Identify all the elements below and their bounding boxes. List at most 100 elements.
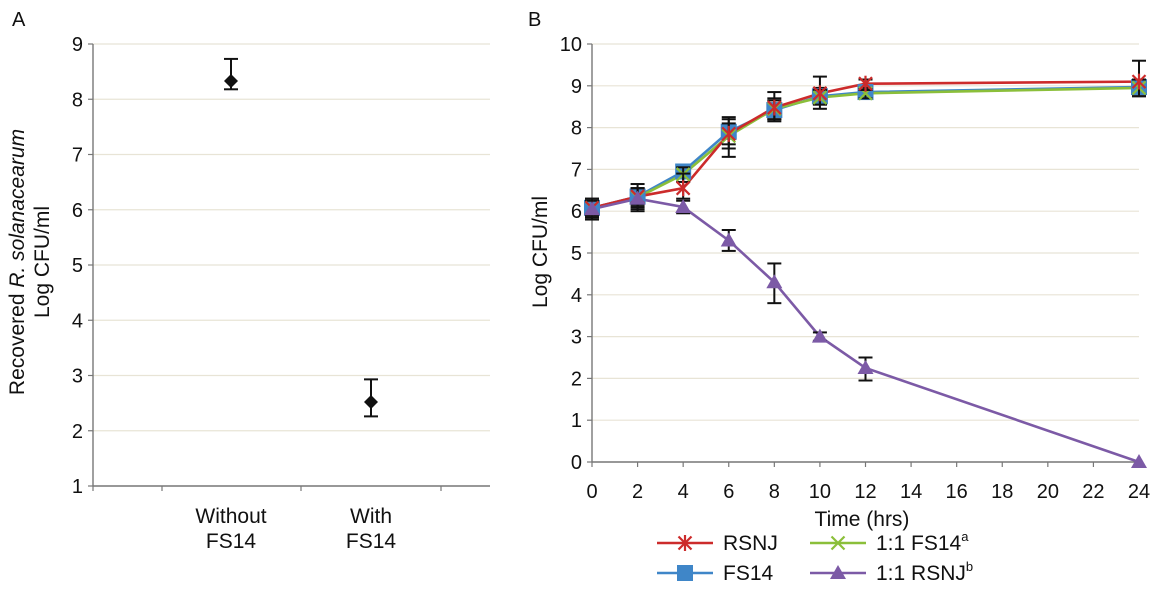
panel-a-y-tick-label: 5 <box>72 255 83 277</box>
legend-label-text: 1:1 FS14 <box>876 532 962 555</box>
triangle-marker <box>857 359 874 374</box>
panel-b-y-tick-label: 5 <box>571 243 582 265</box>
triangle-marker <box>766 274 783 289</box>
legend-label: 1:1 RSNJb <box>876 559 973 585</box>
panel-b-x-tick-label: 4 <box>678 481 689 503</box>
panel-b-y-tick-label: 9 <box>571 76 582 98</box>
series-points-1-1-rsnj <box>584 187 1147 468</box>
legend-square-marker <box>677 565 693 581</box>
panel-a-y-label-line1: Recovered R. solanacearum <box>6 129 29 395</box>
triangle-marker <box>1131 454 1147 468</box>
triangle-marker <box>720 232 737 247</box>
series-points-fs14 <box>584 78 1147 217</box>
panel-b-x-tick-labels: 0 2 4 6 8 10 12 14 16 18 20 22 24 <box>586 481 1150 503</box>
triangle-marker <box>811 328 828 343</box>
legend-label-text: FS14 <box>723 562 774 585</box>
star-marker <box>812 85 828 102</box>
panel-b-y-tick-label: 2 <box>571 368 582 390</box>
panel-a-axes <box>88 43 490 491</box>
panel-b-x-axis-label: Time (hrs) <box>815 508 910 531</box>
panel-b-legend: RSNJ 1:1 FS14a FS14 1:1 RSNJb <box>657 529 973 585</box>
panel-b-x-tick-label: 18 <box>991 481 1013 503</box>
panel-b-y-tick-label: 7 <box>571 159 582 181</box>
panel-a-y-label-species: R. solanacearum <box>6 129 29 288</box>
panel-b-label: B <box>528 9 541 31</box>
series-1-1-rsnj <box>591 197 1140 464</box>
legend-label-superscript: b <box>966 559 973 574</box>
panel-a-category-label: FS14 <box>346 530 397 553</box>
panel-b-y-axis-label: Log CFU/ml <box>529 196 552 308</box>
panel-a-category-label: With <box>350 505 392 528</box>
legend-label: FS14 <box>723 562 774 585</box>
panel-a-y-tick-label: 8 <box>72 89 83 111</box>
series-rsnj <box>591 80 1140 210</box>
legend-label-text: 1:1 RSNJ <box>876 562 966 585</box>
legend-triangle-marker <box>830 565 846 579</box>
panel-b-y-tick-label: 1 <box>571 410 582 432</box>
panel-a-y-tick-label: 9 <box>72 34 83 56</box>
legend-star-marker <box>677 535 693 551</box>
panel-b-y-tick-label: 6 <box>571 201 582 223</box>
legend-label: RSNJ <box>723 532 778 555</box>
panel-b-x-tick-label: 2 <box>632 481 643 503</box>
panel-a-diamond-marker <box>224 74 238 89</box>
panel-b-axes <box>587 43 1140 467</box>
panel-b-x-tick-label: 8 <box>769 481 780 503</box>
legend-x-marker-stroke <box>830 535 846 551</box>
panel-a-y-tick-label: 6 <box>72 200 83 222</box>
panel-b-y-tick-label: 4 <box>571 285 582 307</box>
panel-b-x-tick-label: 22 <box>1082 481 1104 503</box>
panel-b-x-tick-label: 16 <box>946 481 968 503</box>
panel-a-y-label-prefix: Recovered <box>6 288 29 395</box>
legend-item: RSNJ <box>657 532 778 555</box>
series-points-rsnj <box>584 59 1147 219</box>
panel-b-y-tick-label: 8 <box>571 118 582 140</box>
panel-b-y-tick-label: 3 <box>571 327 582 349</box>
triangle-marker <box>629 190 646 205</box>
panel-a-y-tick-label: 3 <box>72 366 83 388</box>
panel-a-gridlines <box>93 43 490 432</box>
triangle-marker <box>584 201 600 216</box>
panel-a-diamond-marker <box>364 395 378 410</box>
panel-b-x-tick-label: 20 <box>1037 481 1059 503</box>
star-marker <box>858 75 873 92</box>
legend-item: 1:1 FS14a <box>810 529 969 555</box>
legend-x-marker <box>830 535 846 551</box>
series-line <box>591 80 1140 210</box>
panel-a-y-label-line2: Log CFU/ml <box>31 206 54 318</box>
legend-label-superscript: a <box>961 529 969 544</box>
legend-label: 1:1 FS14a <box>876 529 969 555</box>
panel-a-y-tick-label: 1 <box>72 476 83 498</box>
star-marker <box>767 99 782 116</box>
panel-b-x-tick-label: 10 <box>809 481 831 503</box>
panel-a-y-axis-label: Recovered R. solanacearum Log CFU/ml <box>6 129 54 395</box>
panel-a-y-tick-labels: 1 2 3 4 5 6 7 8 9 <box>72 34 83 498</box>
panel-a-y-tick-label: 7 <box>72 145 83 167</box>
star-marker <box>1131 73 1147 90</box>
panel-b-series <box>584 59 1147 468</box>
panel-a-category-label: Without <box>195 505 266 528</box>
panel-b-y-tick-label: 0 <box>571 452 582 474</box>
panel-b-y-tick-labels: 0 1 2 3 4 5 6 7 8 9 10 <box>560 34 582 474</box>
panel-b-y-tick-label: 10 <box>560 34 582 56</box>
panel-a-y-tick-label: 4 <box>72 310 83 332</box>
legend-item: FS14 <box>657 562 774 585</box>
panel-b-x-tick-label: 12 <box>854 481 876 503</box>
panel-b-x-tick-label: 0 <box>586 481 597 503</box>
triangle-marker <box>675 199 692 214</box>
star-marker <box>675 180 691 197</box>
legend-label-text: RSNJ <box>723 532 778 555</box>
panel-b-x-tick-label: 6 <box>723 481 734 503</box>
star-marker <box>721 125 737 142</box>
legend-item: 1:1 RSNJb <box>810 559 973 585</box>
panel-a-label: A <box>12 9 26 31</box>
panel-b-x-tick-label: 14 <box>900 481 922 503</box>
panel-a-category-label: FS14 <box>206 530 257 553</box>
panel-b-x-tick-label: 24 <box>1128 481 1150 503</box>
series-line <box>591 197 1140 464</box>
